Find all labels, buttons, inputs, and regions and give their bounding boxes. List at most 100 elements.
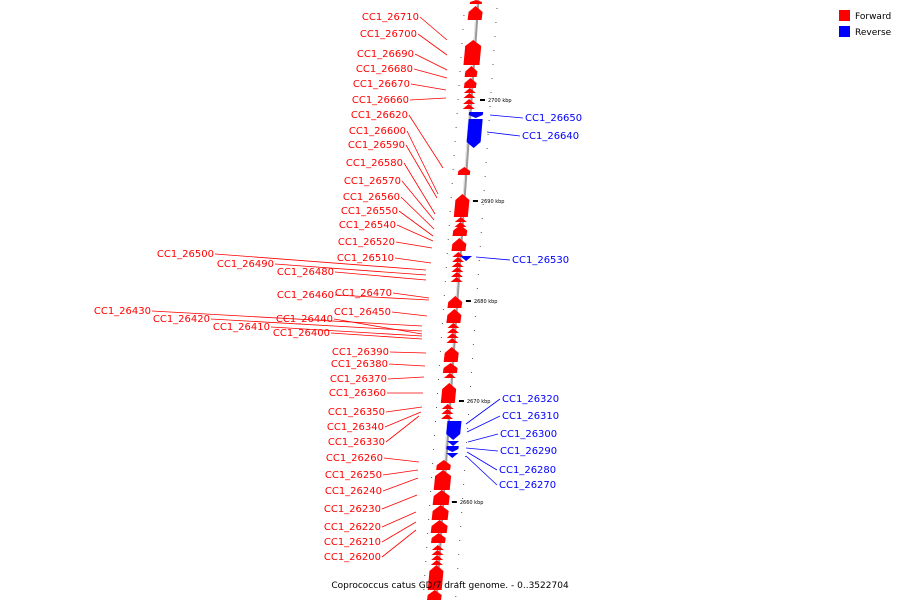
leader-line xyxy=(465,398,501,425)
gene-label-forward: CC1_26230 xyxy=(324,504,381,515)
leader-line xyxy=(274,263,427,276)
leader-line xyxy=(400,196,435,230)
minor-dot xyxy=(434,435,436,436)
minor-dot xyxy=(469,400,470,401)
minor-dot xyxy=(456,582,458,583)
gene-label-forward: CC1_26360 xyxy=(329,388,386,399)
minor-dot xyxy=(489,106,491,107)
minor-dots xyxy=(423,8,498,597)
leader-line xyxy=(330,332,423,340)
gene-label-forward: CC1_26240 xyxy=(325,486,382,497)
reverse-gene xyxy=(466,119,483,148)
minor-dot xyxy=(487,134,489,135)
leader-line xyxy=(401,180,435,221)
gene-label-forward: CC1_26460 xyxy=(277,290,334,301)
minor-dot xyxy=(463,15,465,16)
leader-line xyxy=(465,447,499,452)
minor-dot xyxy=(461,512,463,513)
gene-label-forward: CC1_26660 xyxy=(352,95,409,106)
minor-dot xyxy=(478,260,480,261)
gene-label-forward: CC1_26550 xyxy=(341,206,398,217)
forward-gene xyxy=(443,373,456,378)
leader-line xyxy=(151,310,423,327)
forward-gene xyxy=(446,309,462,323)
forward-gene xyxy=(441,404,454,409)
minor-dot xyxy=(491,78,493,79)
minor-dot xyxy=(444,281,446,282)
leader-line xyxy=(467,433,499,443)
minor-dot xyxy=(457,568,459,569)
gene-label-forward: CC1_26340 xyxy=(327,422,384,433)
gene-label-forward: CC1_26490 xyxy=(217,259,274,270)
reverse-gene xyxy=(468,112,484,118)
minor-dot xyxy=(440,337,442,338)
minor-dot xyxy=(437,379,439,380)
gene-label-forward: CC1_26580 xyxy=(346,158,403,169)
gene-label-forward: CC1_26430 xyxy=(94,306,151,317)
gene-label-forward: CC1_26470 xyxy=(335,288,392,299)
minor-dot xyxy=(463,484,465,485)
forward-gene xyxy=(443,347,459,362)
minor-dot xyxy=(439,351,441,352)
gene-label-forward: CC1_26710 xyxy=(362,12,419,23)
minor-dot xyxy=(435,421,437,422)
leader-line xyxy=(486,131,521,137)
minor-dot xyxy=(448,225,450,226)
minor-dot xyxy=(474,316,476,317)
minor-dot xyxy=(424,575,426,576)
minor-dot xyxy=(468,414,470,415)
minor-dot xyxy=(494,36,496,37)
leader-line xyxy=(403,162,436,215)
minor-dot xyxy=(455,127,457,128)
leader-line xyxy=(389,351,427,354)
forward-gene xyxy=(431,505,449,520)
leader-line xyxy=(270,326,423,337)
leader-line xyxy=(417,33,448,56)
forward-gene xyxy=(464,66,478,77)
forward-gene xyxy=(463,88,476,93)
forward-gene xyxy=(431,545,444,550)
minor-dot xyxy=(430,491,432,492)
forward-gene xyxy=(432,490,450,505)
gene-label-reverse: CC1_26310 xyxy=(502,411,559,422)
minor-dot xyxy=(480,232,482,233)
minor-dot xyxy=(466,442,468,443)
leader-line xyxy=(419,16,448,41)
minor-dot xyxy=(447,239,449,240)
minor-dot xyxy=(461,43,463,44)
forward-gene xyxy=(453,194,470,217)
reverse-gene xyxy=(446,453,459,458)
forward-gene xyxy=(446,338,459,343)
legend-label-forward: Forward xyxy=(855,12,891,22)
minor-dot xyxy=(467,428,469,429)
leader-line xyxy=(405,144,438,199)
gene-label-forward: CC1_26690 xyxy=(357,49,414,60)
gene-label-forward: CC1_26590 xyxy=(348,140,405,151)
minor-dot xyxy=(485,162,487,163)
minor-dot xyxy=(460,57,462,58)
reverse-gene xyxy=(447,441,460,446)
minor-dot xyxy=(459,540,461,541)
minor-dot xyxy=(471,358,473,359)
minor-dot xyxy=(428,519,430,520)
minor-dot xyxy=(429,505,431,506)
leader-line xyxy=(413,68,448,79)
minor-dot xyxy=(479,246,481,247)
forward-gene xyxy=(430,520,448,533)
gene-label-forward: CC1_26400 xyxy=(273,328,330,339)
minor-dot xyxy=(460,526,462,527)
minor-dot xyxy=(464,470,466,471)
gene-label-forward: CC1_26440 xyxy=(276,314,333,325)
gene-label-forward: CC1_26200 xyxy=(324,552,381,563)
tick-label: 2690 kbp xyxy=(481,199,505,205)
minor-dot xyxy=(495,22,497,23)
forward-gene xyxy=(463,99,476,104)
label-leaders xyxy=(151,16,524,558)
leader-line xyxy=(381,521,417,543)
minor-dot xyxy=(484,176,486,177)
minor-dot xyxy=(453,155,455,156)
leader-line xyxy=(406,130,439,195)
forward-gene xyxy=(452,252,465,257)
forward-gene xyxy=(454,217,467,222)
